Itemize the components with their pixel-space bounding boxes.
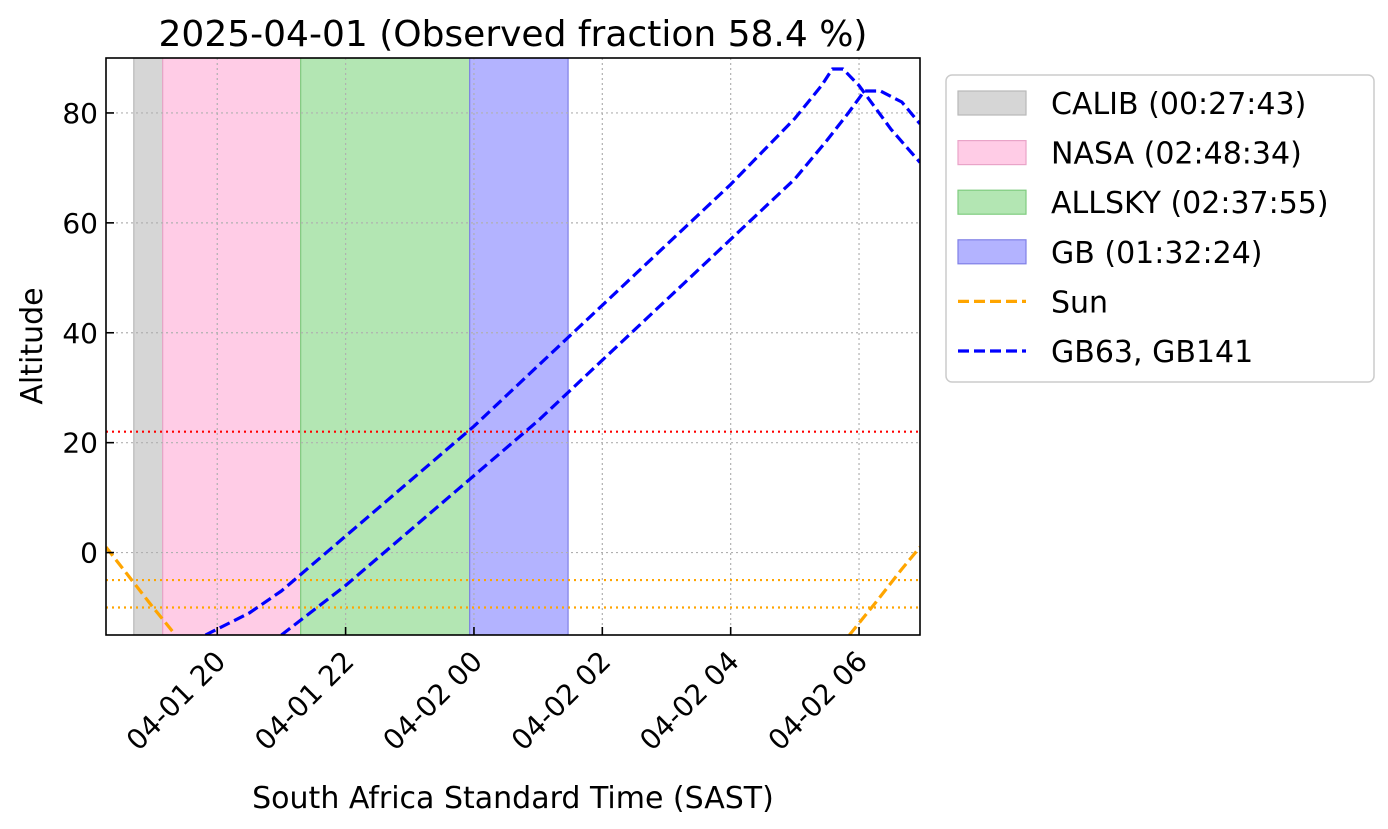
legend: CALIB (00:27:43) NASA (02:48:34) ALLSKY (0… [945,74,1375,383]
series-1-segment-1 [280,89,920,635]
y-axis-label: Altitude [15,287,50,404]
x-tick-label-3: 04-02 02 [505,645,617,757]
span-1 [162,58,302,635]
chart-title: 2025-04-01 (Observed fraction 58.4 %) [159,14,868,55]
series-0-segment-1 [848,546,920,635]
legend-swatch-2 [957,189,1027,215]
grid-lines [106,58,920,635]
x-tick-label-2: 04-02 00 [377,645,489,757]
x-tick-label-1: 04-01 22 [248,645,360,757]
legend-series-label-1: GB63, GB141 [1051,335,1253,370]
reference-lines [106,430,920,609]
legend-frame [945,74,1375,383]
y-tick-label-4: 80 [62,97,98,130]
y-tick-label-3: 60 [62,207,98,240]
legend-swatch-3 [957,239,1027,265]
series-0-segment-0 [106,546,177,635]
legend-label-3: GB (01:32:24) [1051,236,1263,271]
span-0 [133,58,164,635]
series-1-segment-0 [204,67,920,635]
series-lines [106,67,920,635]
span-3 [469,58,569,635]
span-2 [300,58,471,635]
legend-swatch-0 [957,90,1027,116]
y-tick-label-0: 0 [80,537,98,570]
legend-label-1: NASA (02:48:34) [1051,137,1302,172]
legend-series-label-0: Sun [1051,285,1108,320]
x-tick-label-4: 04-02 04 [633,645,745,757]
y-tick-label-1: 20 [62,427,98,460]
x-tick-label-0: 04-01 20 [120,645,232,757]
legend-label-2: ALLSKY (02:37:55) [1051,186,1329,221]
y-tick-label-2: 40 [62,317,98,350]
plot-frame [105,57,921,636]
x-axis-label: South Africa Standard Time (SAST) [252,781,774,816]
observation-spans [133,58,569,635]
legend-swatch-1 [957,140,1027,166]
legend-label-0: CALIB (00:27:43) [1051,87,1306,122]
x-tick-label-5: 04-02 06 [762,645,874,757]
